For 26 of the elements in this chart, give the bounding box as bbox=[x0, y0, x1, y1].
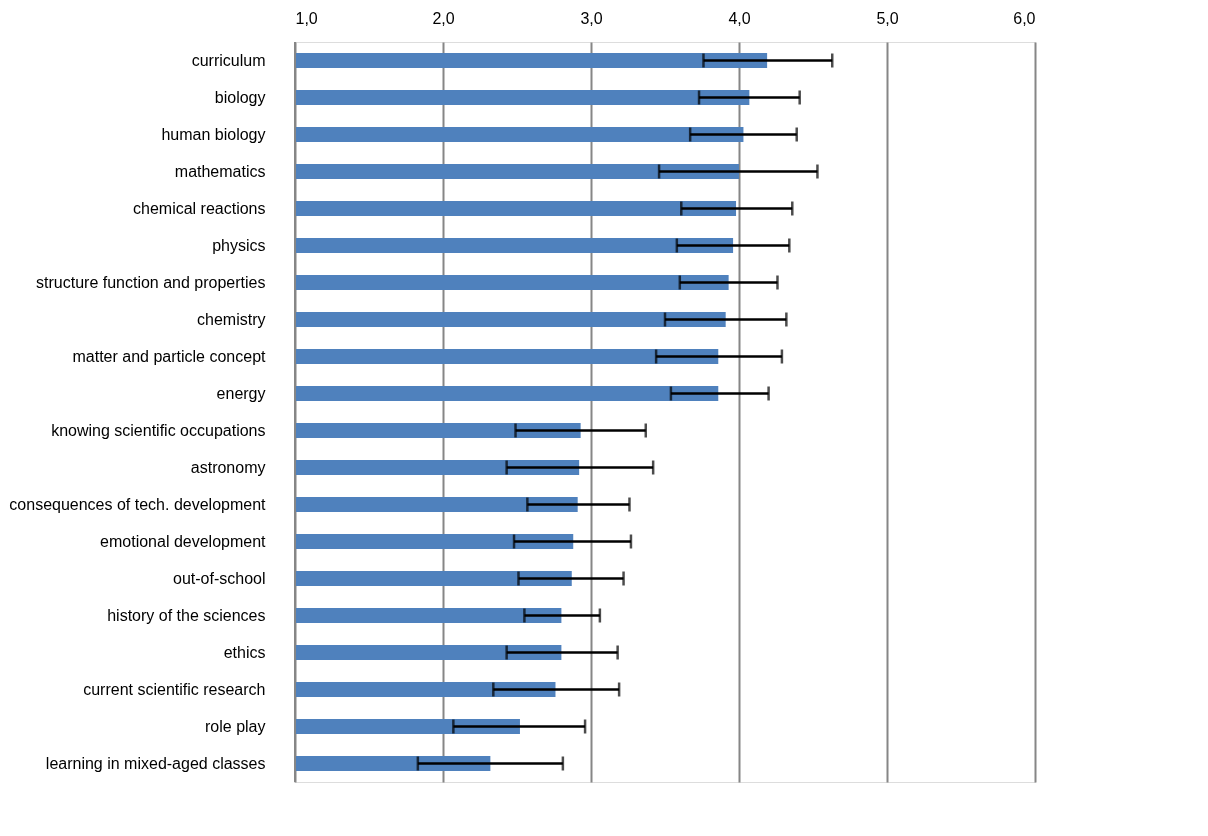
y-tick-label: chemical reactions bbox=[133, 199, 266, 217]
y-tick-label: physics bbox=[212, 236, 266, 254]
y-tick-label: human biology bbox=[161, 125, 266, 143]
y-tick-label: knowing scientific occupations bbox=[51, 421, 266, 439]
y-tick-label: mathematics bbox=[174, 162, 266, 180]
y-tick-label: astronomy bbox=[190, 458, 266, 476]
y-tick-label: learning in mixed-aged classes bbox=[45, 754, 266, 772]
y-tick-label: biology bbox=[214, 88, 266, 106]
y-tick-label: curriculum bbox=[191, 51, 266, 69]
y-tick-label: matter and particle concept bbox=[72, 347, 267, 365]
x-tick-label: 5,0 bbox=[876, 9, 899, 27]
y-tick-label: structure function and properties bbox=[36, 273, 266, 291]
x-tick-label: 3,0 bbox=[580, 9, 603, 27]
y-tick-label: ethics bbox=[223, 643, 266, 661]
x-tick-label: 4,0 bbox=[728, 9, 751, 27]
x-tick-label: 1,0 bbox=[295, 9, 318, 27]
y-tick-label: emotional development bbox=[100, 532, 267, 550]
x-tick-label: 2,0 bbox=[432, 9, 455, 27]
y-tick-label: out-of-school bbox=[173, 569, 266, 587]
y-tick-label: history of the sciences bbox=[107, 606, 266, 624]
y-tick-label: consequences of tech. development bbox=[9, 495, 267, 513]
y-tick-label: role play bbox=[205, 717, 266, 735]
x-tick-label: 6,0 bbox=[1013, 9, 1036, 27]
y-tick-label: current scientific research bbox=[83, 680, 266, 698]
y-tick-label: chemistry bbox=[197, 310, 266, 328]
y-tick-label: energy bbox=[216, 384, 266, 402]
